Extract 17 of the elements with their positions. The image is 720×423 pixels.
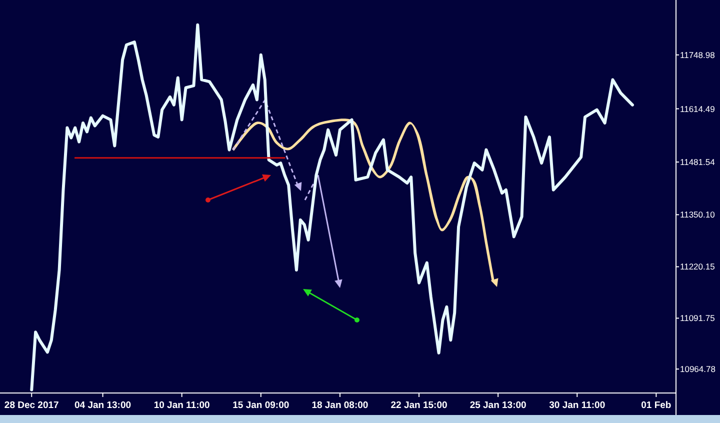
y-tick-label: 11091.75 [680, 313, 716, 324]
x-tick-label: 10 Jan 11:00 [154, 400, 210, 411]
y-tick-label: 11748.98 [680, 50, 716, 60]
x-tick-label: 15 Jan 09:00 [232, 400, 290, 411]
x-tick-label: 01 Feb [641, 400, 672, 411]
x-tick-label: 22 Jan 15:00 [390, 400, 448, 411]
y-tick-label: 10964.78 [680, 364, 716, 374]
x-tick-label: 25 Jan 13:00 [470, 400, 526, 411]
x-tick-label: 30 Jan 11:00 [549, 400, 606, 411]
y-tick-label: 11481.54 [680, 157, 716, 168]
y-tick-label: 11350.10 [680, 210, 716, 220]
x-tick-label: 04 Jan 13:00 [74, 400, 132, 411]
x-tick-label: 18 Jan 08:00 [312, 400, 368, 411]
line-series [30, 23, 634, 392]
x-tick-label: 28 Dec 2017 [4, 400, 59, 411]
y-tick-label: 11220.15 [680, 262, 716, 272]
y-tick-label: 11614.49 [680, 104, 716, 114]
